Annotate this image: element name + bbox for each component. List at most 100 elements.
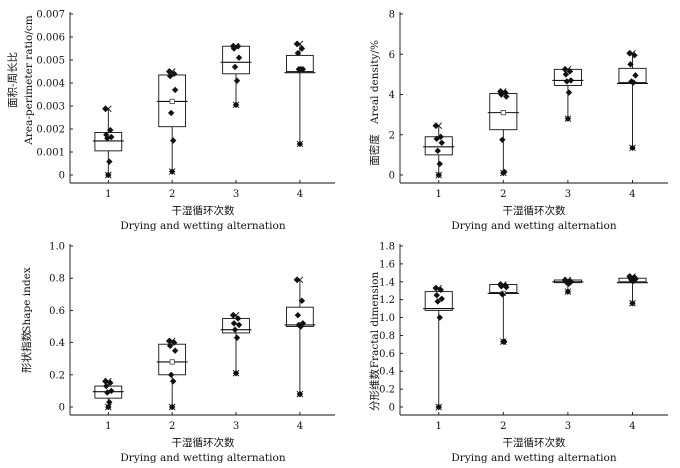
- data-point: [293, 40, 301, 48]
- y-tick-label: 1.4: [379, 277, 395, 288]
- y-tick-label: 0.002: [36, 125, 65, 136]
- data-point: [230, 320, 238, 327]
- data-point: [297, 66, 305, 73]
- data-point: [108, 387, 115, 395]
- data-point: [433, 291, 440, 299]
- y-tick-label: 2: [389, 130, 395, 141]
- x-tick-label: 2: [500, 189, 506, 200]
- extreme-marker: [435, 171, 443, 179]
- data-point: [235, 54, 243, 61]
- data-point: [565, 89, 573, 96]
- data-point: [102, 105, 109, 112]
- box-group: [220, 311, 252, 377]
- extreme-marker: [500, 88, 507, 95]
- extreme-marker: [104, 171, 112, 179]
- y-axis-title-cn: 面积-周长比: [6, 52, 19, 108]
- data-point: [166, 342, 174, 350]
- box-group: [284, 40, 316, 148]
- x-tick-label: 2: [500, 421, 506, 432]
- extreme-marker: [564, 288, 572, 295]
- y-axis-title-group: 分形维数 Fractal dimension: [368, 272, 381, 411]
- y-axis-title-en: Shape index: [21, 267, 33, 333]
- data-point: [567, 278, 575, 285]
- extreme-marker: [435, 403, 443, 411]
- data-point: [438, 295, 445, 302]
- extreme-marker: [564, 66, 572, 73]
- extreme-marker: [629, 144, 636, 152]
- data-point: [104, 135, 111, 142]
- y-axis-title-cn: 形状指数: [20, 331, 33, 373]
- x-tick-label: 2: [169, 421, 175, 432]
- y-tick-label: 0: [59, 403, 65, 414]
- data-point: [562, 71, 570, 78]
- extreme-marker: [232, 101, 240, 109]
- extreme-marker: [296, 276, 304, 284]
- y-axis-title-group: 面密度 Areal density/%: [368, 40, 381, 166]
- extreme-marker: [629, 49, 636, 57]
- x-tick-label: 1: [436, 189, 442, 200]
- x-tick-label: 3: [565, 189, 571, 200]
- extreme-marker: [104, 403, 112, 411]
- data-point: [235, 321, 243, 329]
- y-axis-title-cn: 分形维数: [368, 369, 381, 411]
- data-point: [233, 334, 241, 341]
- box: [94, 131, 123, 152]
- data-point: [106, 398, 113, 406]
- y-tick-label: 0.007: [36, 10, 65, 21]
- x-tick-label: 3: [233, 421, 239, 432]
- y-tick-label: 0.8: [49, 274, 65, 285]
- data-point: [434, 298, 441, 305]
- x-tick-label: 1: [105, 421, 111, 432]
- chart-areal-density: 面密度 Areal density/% 干湿循环次数 Drying and we…: [368, 10, 668, 232]
- data-point: [298, 45, 306, 52]
- box-group: [220, 42, 252, 109]
- y-axis-title-group: 面积-周长比 Area-perimeter ratio/cm: [6, 15, 35, 145]
- chart-area-perimeter-ratio: 面积-周长比 Area-perimeter ratio/cm 干湿循环次数 Dr…: [6, 10, 335, 232]
- box: [222, 45, 250, 75]
- data-point: [433, 135, 440, 142]
- data-point: [498, 91, 505, 98]
- data-point: [103, 382, 110, 390]
- x-tick-label: 4: [297, 421, 303, 432]
- y-tick-label: 0.005: [36, 56, 65, 67]
- x-axis-title-en: Drying and wetting alternation: [451, 452, 616, 464]
- y-tick-label: 1.2: [379, 295, 395, 306]
- extreme-marker: [168, 337, 176, 345]
- data-point: [231, 63, 239, 71]
- x-axis-title-cn: 干湿循环次数: [503, 204, 566, 217]
- data-point: [169, 137, 177, 144]
- data-point: [503, 93, 510, 100]
- data-point: [171, 347, 179, 354]
- x-axis-title-cn: 干湿循环次数: [172, 436, 235, 449]
- extreme-marker: [629, 273, 636, 280]
- data-point: [166, 72, 174, 80]
- y-tick-label: 1.8: [379, 242, 395, 253]
- y-tick-label: 1.6: [379, 259, 395, 270]
- y-tick-label: 0.6: [379, 349, 395, 360]
- data-point: [434, 147, 441, 155]
- data-point: [436, 314, 443, 321]
- x-tick-label: 1: [436, 421, 442, 432]
- data-point: [297, 323, 305, 330]
- x-axis-title-en: Drying and wetting alternation: [451, 220, 616, 232]
- extreme-marker: [435, 284, 443, 292]
- x-axis-title-cn: 干湿循环次数: [172, 204, 235, 217]
- extreme-marker: [104, 377, 112, 385]
- y-axis-title-en: Areal density/%: [369, 40, 381, 125]
- y-axis-title-en: Fractal dimension: [369, 272, 381, 369]
- extreme-marker: [296, 140, 304, 148]
- data-point: [167, 371, 175, 378]
- x-axis-title-en: Drying and wetting alternation: [120, 220, 285, 232]
- data-point: [165, 68, 173, 75]
- data-point: [104, 389, 111, 396]
- y-tick-label: 0.4: [379, 367, 395, 378]
- x-tick-label: 4: [629, 421, 635, 432]
- data-point: [233, 77, 241, 84]
- y-tick-label: 0.8: [379, 331, 395, 342]
- data-point: [165, 337, 173, 345]
- data-point: [630, 79, 637, 86]
- extreme-marker: [564, 115, 572, 122]
- x-tick-label: 4: [297, 189, 303, 200]
- data-point: [565, 280, 573, 287]
- box: [286, 54, 314, 72]
